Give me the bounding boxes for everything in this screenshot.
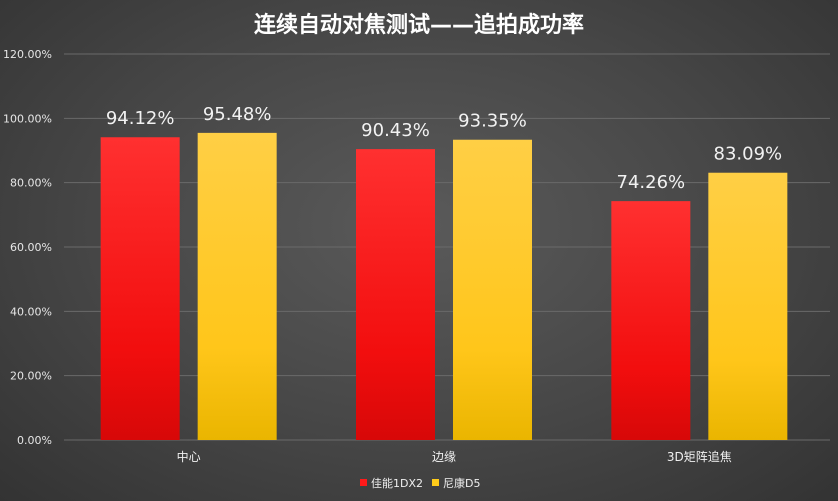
y-tick-label: 40.00% [10,305,52,318]
data-label: 74.26% [617,172,686,193]
legend-swatch-canon [360,479,367,486]
legend-swatch-nikon [432,479,439,486]
bars [100,132,788,441]
bar [611,201,691,440]
legend-label-canon: 佳能1DX2 [371,476,423,490]
bar [100,137,180,441]
y-tick-label: 0.00% [17,434,52,447]
data-labels: 94.12% 95.48% 90.43% 93.35% 74.26% 83.09% [106,104,782,193]
x-tick-label: 中心 [177,449,201,464]
bar [356,149,435,441]
data-label: 83.09% [714,144,783,165]
y-axis: 0.00% 20.00% 40.00% 60.00% 80.00% 100.00% 120.… [3,48,52,447]
x-axis: 中心 边缘 3D矩阵追焦 [177,449,732,464]
gridlines [64,53,830,441]
data-label: 93.35% [458,111,527,132]
y-tick-label: 60.00% [10,241,52,254]
data-label: 95.48% [203,104,272,125]
y-tick-label: 20.00% [10,370,52,383]
y-tick-label: 120.00% [3,48,52,61]
x-tick-label: 边缘 [432,450,456,464]
data-label: 94.12% [106,108,175,129]
legend-label-nikon: 尼康D5 [443,476,480,490]
y-tick-label: 80.00% [10,177,52,190]
data-label: 90.43% [361,120,430,141]
chart-title: 连续自动对焦测试——追拍成功率 [254,12,584,38]
bar [197,132,277,440]
legend: 佳能1DX2 尼康D5 [360,476,480,490]
x-tick-label: 3D矩阵追焦 [667,449,732,464]
y-tick-label: 100.00% [3,112,52,125]
bar [453,139,532,440]
bar [708,172,788,440]
